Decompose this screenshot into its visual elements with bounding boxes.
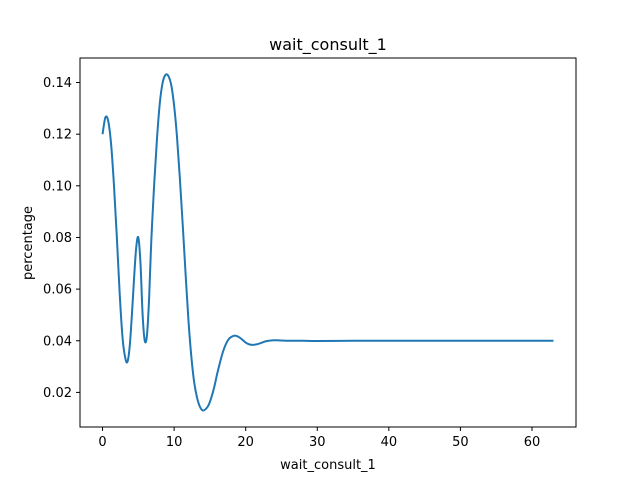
y-tick-label: 0.14 [43,76,72,91]
x-tick-label: 10 [166,435,183,450]
y-tick-label: 0.10 [43,179,72,194]
x-tick-label: 20 [237,435,254,450]
y-tick-label: 0.06 [43,283,72,298]
y-axis-ticks: 0.02 0.04 0.06 0.08 0.10 0.12 0.14 [43,76,80,401]
x-tick-label: 40 [381,435,398,450]
chart-title: wait_consult_1 [269,35,387,55]
x-axis-label: wait_consult_1 [280,458,376,473]
y-tick-label: 0.08 [43,231,72,246]
plot-area [80,58,576,427]
y-tick-label: 0.12 [43,128,72,143]
y-tick-label: 0.04 [43,334,72,349]
series-layer [101,73,554,412]
x-axis-ticks: 0 10 20 30 40 50 60 [98,427,540,450]
x-tick-label: 50 [452,435,469,450]
y-axis-label: percentage [21,206,36,280]
plot-frame [79,57,577,428]
y-tick-label: 0.02 [43,386,72,401]
x-tick-label: 60 [524,435,541,450]
series-line-0 [101,73,554,412]
x-tick-label: 30 [309,435,326,450]
x-tick-label: 0 [98,435,106,450]
